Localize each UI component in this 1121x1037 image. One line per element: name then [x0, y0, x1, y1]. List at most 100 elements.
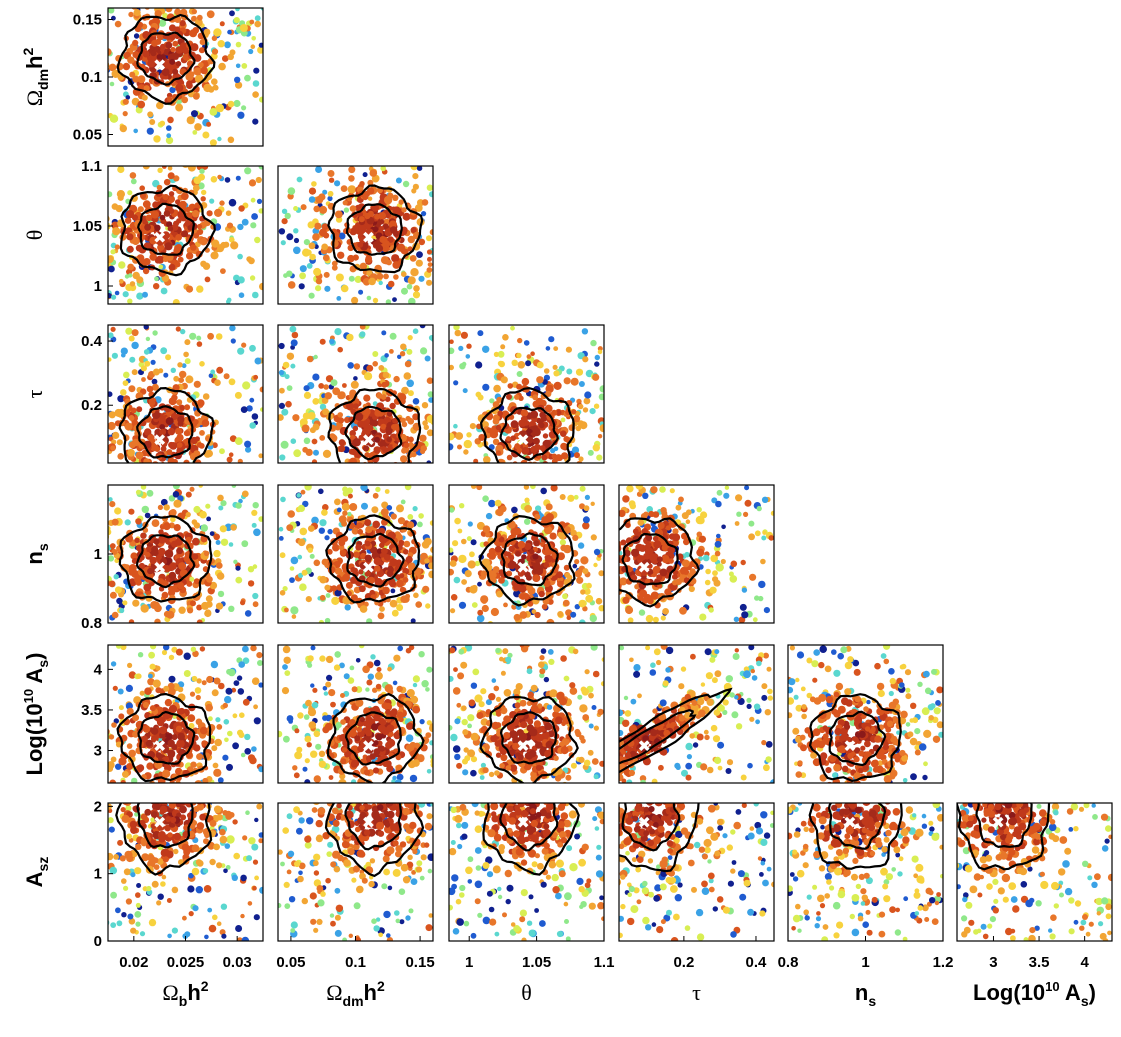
sample-point	[407, 744, 415, 751]
sample-point	[514, 563, 524, 572]
sample-point	[354, 412, 364, 421]
sample-point	[496, 396, 503, 403]
sample-point	[327, 190, 334, 197]
y-tick-label: 0.4	[81, 333, 103, 350]
sample-point	[407, 514, 414, 520]
sample-point	[282, 664, 288, 670]
sample-point	[254, 20, 261, 28]
sample-point	[252, 80, 260, 87]
sample-point	[736, 511, 742, 517]
sample-point	[334, 210, 343, 219]
sample-point	[125, 95, 131, 100]
sample-point	[254, 236, 261, 244]
y-tick-label: 4	[94, 661, 103, 678]
sample-point	[241, 540, 249, 548]
sample-point	[225, 687, 233, 695]
sample-point	[497, 350, 505, 358]
sample-point	[305, 699, 312, 707]
sample-point	[228, 605, 235, 612]
contour-68	[137, 710, 196, 765]
sample-point	[199, 168, 205, 174]
sample-point	[382, 371, 390, 379]
sample-point	[711, 497, 718, 504]
sample-point	[252, 91, 259, 98]
sample-point	[407, 246, 413, 252]
sample-point	[175, 725, 183, 733]
sample-point	[201, 740, 208, 747]
sample-point	[412, 173, 419, 180]
sample-point	[402, 180, 410, 188]
sample-point	[335, 273, 344, 282]
sample-point	[193, 744, 201, 752]
sample-point	[199, 237, 208, 246]
sample-point	[303, 391, 312, 399]
sample-point	[453, 576, 461, 584]
sample-point	[385, 462, 389, 463]
sample-point	[453, 423, 458, 429]
sample-point	[159, 417, 167, 425]
best-fit-marker: ✖	[153, 228, 166, 247]
sample-point	[556, 409, 562, 416]
sample-point	[153, 744, 159, 750]
sample-point	[715, 500, 722, 508]
sample-point	[306, 355, 314, 363]
sample-point	[160, 347, 168, 355]
sample-point	[124, 519, 131, 526]
sample-point	[646, 534, 653, 542]
sample-point	[149, 556, 157, 565]
sample-point	[126, 743, 133, 749]
sample-point	[157, 504, 163, 510]
sample-point	[406, 689, 415, 698]
sample-point	[517, 540, 526, 549]
sample-point	[215, 540, 221, 545]
sample-point	[321, 558, 329, 566]
sample-point	[197, 400, 204, 407]
sample-point	[586, 582, 592, 589]
sample-point	[242, 381, 251, 390]
sample-point	[204, 276, 211, 283]
sample-point	[729, 575, 738, 583]
sample-point	[154, 276, 159, 282]
sample-point	[661, 555, 670, 564]
sample-point	[583, 397, 591, 405]
sample-point	[356, 522, 363, 529]
sample-point	[413, 592, 419, 599]
sample-point	[420, 445, 427, 452]
sample-point	[435, 426, 441, 432]
sample-point	[721, 524, 726, 530]
sample-point	[347, 511, 352, 517]
sample-point	[191, 210, 200, 218]
sample-point	[167, 116, 174, 124]
sample-point	[656, 556, 663, 563]
sample-point	[387, 280, 395, 288]
sample-point	[347, 677, 355, 684]
sample-point	[582, 516, 590, 524]
sample-point	[495, 444, 504, 453]
sample-point	[190, 761, 197, 768]
sample-point	[168, 263, 176, 271]
sample-point	[349, 729, 357, 737]
sample-point	[641, 528, 649, 535]
sample-point	[196, 341, 203, 347]
sample-point	[358, 569, 364, 575]
sample-point	[201, 680, 207, 686]
sample-point	[149, 236, 158, 245]
sample-point	[181, 230, 189, 238]
sample-point	[685, 509, 692, 516]
sample-point	[305, 448, 313, 456]
sample-point	[748, 520, 755, 527]
sample-point	[436, 236, 442, 242]
sample-point	[768, 535, 774, 541]
sample-point	[235, 175, 241, 181]
sample-point	[192, 184, 200, 192]
sample-point	[418, 651, 425, 658]
sample-point	[519, 430, 527, 438]
sample-point	[594, 354, 600, 361]
sample-point	[510, 466, 516, 472]
sample-point	[531, 609, 537, 614]
sample-point	[218, 62, 226, 71]
sample-point	[577, 420, 585, 427]
sample-point	[193, 505, 201, 514]
sample-point	[469, 423, 476, 430]
sample-point	[391, 150, 398, 157]
